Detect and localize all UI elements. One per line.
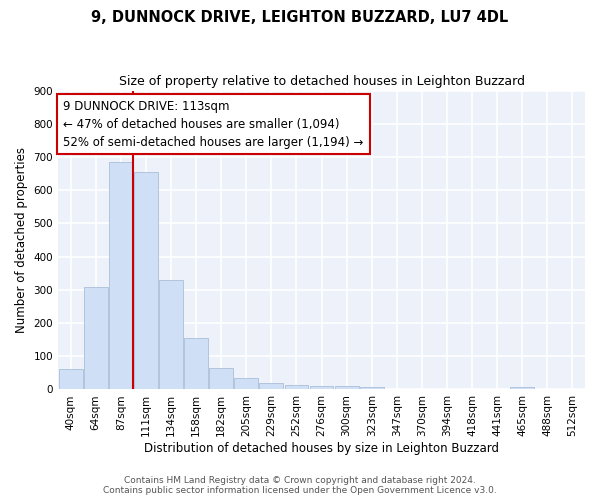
Bar — [109, 162, 133, 390]
Title: Size of property relative to detached houses in Leighton Buzzard: Size of property relative to detached ho… — [119, 75, 524, 88]
Bar — [259, 384, 283, 390]
Bar — [134, 172, 158, 390]
Bar — [310, 386, 334, 390]
Text: Contains HM Land Registry data © Crown copyright and database right 2024.
Contai: Contains HM Land Registry data © Crown c… — [103, 476, 497, 495]
Bar — [335, 386, 359, 390]
Bar — [59, 368, 83, 390]
Bar — [159, 280, 183, 390]
Bar — [360, 387, 383, 390]
Bar — [284, 385, 308, 390]
X-axis label: Distribution of detached houses by size in Leighton Buzzard: Distribution of detached houses by size … — [144, 442, 499, 455]
Bar — [511, 387, 534, 390]
Bar — [209, 368, 233, 390]
Text: 9, DUNNOCK DRIVE, LEIGHTON BUZZARD, LU7 4DL: 9, DUNNOCK DRIVE, LEIGHTON BUZZARD, LU7 … — [91, 10, 509, 25]
Text: 9 DUNNOCK DRIVE: 113sqm
← 47% of detached houses are smaller (1,094)
52% of semi: 9 DUNNOCK DRIVE: 113sqm ← 47% of detache… — [64, 100, 364, 148]
Bar — [235, 378, 258, 390]
Bar — [184, 338, 208, 390]
Y-axis label: Number of detached properties: Number of detached properties — [15, 147, 28, 333]
Bar — [84, 286, 107, 390]
